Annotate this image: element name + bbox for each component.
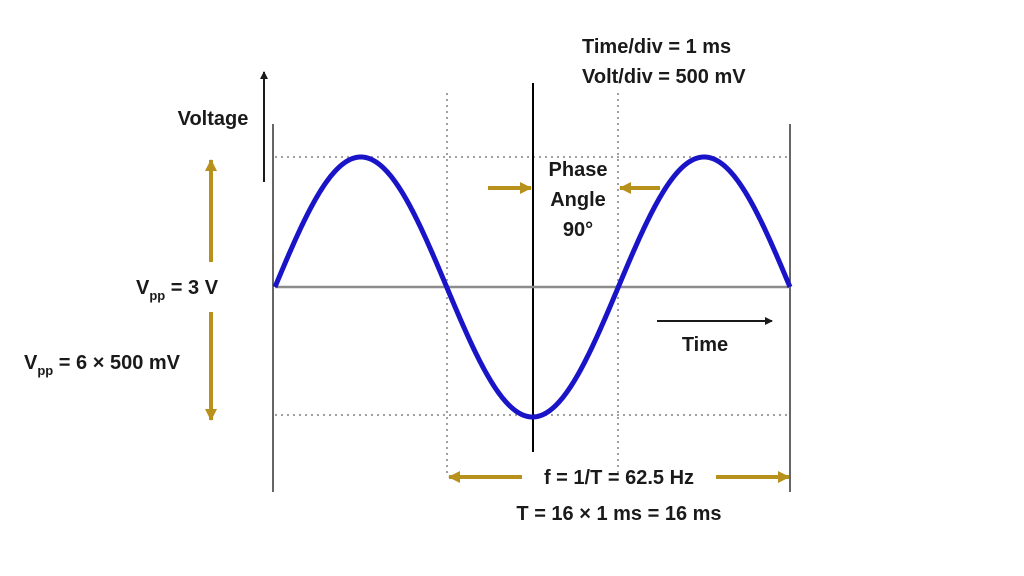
phase-label-line2: Angle: [550, 189, 606, 211]
vpp-label-1: Vpp = 3 V: [136, 277, 219, 303]
phase-label-line3: 90°: [563, 219, 593, 241]
period-formula: T = 16 × 1 ms = 16 ms: [516, 503, 721, 525]
volt-div-setting: Volt/div = 500 mV: [582, 66, 746, 88]
frequency-formula: f = 1/T = 62.5 Hz: [544, 467, 694, 489]
phase-label-line1: Phase: [549, 159, 608, 181]
vpp-label-2: Vpp = 6 × 500 mV: [24, 352, 181, 378]
voltage-axis-label: Voltage: [178, 108, 249, 130]
sine-wave: [272, 154, 793, 420]
time-axis-label: Time: [682, 334, 728, 356]
time-div-setting: Time/div = 1 ms: [582, 36, 731, 58]
